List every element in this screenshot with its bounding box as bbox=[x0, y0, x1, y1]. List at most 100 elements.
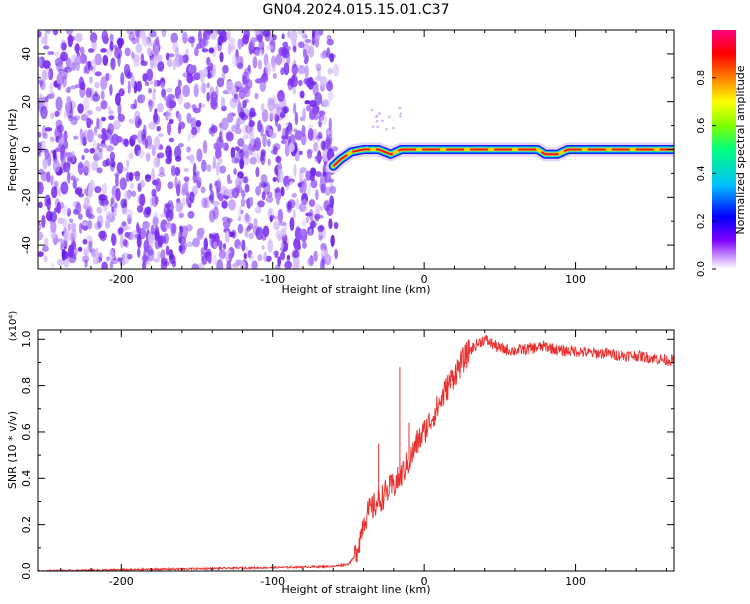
noise-blob bbox=[72, 180, 77, 189]
noise-blob bbox=[237, 205, 243, 219]
noise-blob bbox=[293, 102, 297, 115]
noise-blob bbox=[329, 53, 335, 63]
noise-blob bbox=[201, 48, 209, 53]
noise-blob bbox=[235, 176, 243, 188]
noise-blob bbox=[96, 142, 100, 150]
noise-blob bbox=[276, 106, 285, 121]
noise-blob bbox=[308, 123, 314, 129]
noise-blob bbox=[209, 182, 213, 192]
snr-xtick-label: -100 bbox=[260, 575, 285, 588]
noise-blob bbox=[288, 142, 295, 152]
noise-blob bbox=[303, 58, 309, 65]
noise-blob bbox=[261, 109, 269, 123]
noise-blob bbox=[315, 135, 324, 140]
noise-blob bbox=[201, 197, 208, 209]
noise-blob bbox=[222, 243, 227, 250]
noise-speck bbox=[387, 115, 391, 119]
noise-blob bbox=[57, 83, 62, 91]
noise-blob bbox=[291, 193, 297, 198]
noise-blob bbox=[120, 72, 125, 86]
noise-blob bbox=[74, 56, 82, 66]
noise-blob bbox=[206, 92, 211, 102]
noise-blob bbox=[42, 132, 48, 140]
noise-blob bbox=[271, 64, 276, 73]
noise-blob bbox=[118, 88, 125, 97]
noise-blob bbox=[321, 255, 326, 268]
noise-blob bbox=[88, 214, 95, 220]
noise-blob bbox=[264, 123, 270, 131]
noise-blob bbox=[186, 241, 194, 248]
noise-blob bbox=[192, 185, 199, 196]
noise-blob bbox=[306, 149, 313, 159]
noise-blob bbox=[262, 133, 267, 148]
snr-ylabel: SNR (10 * v/v) bbox=[6, 411, 19, 489]
noise-blob bbox=[40, 36, 47, 45]
noise-blob bbox=[237, 216, 242, 222]
noise-blob bbox=[54, 58, 59, 64]
noise-blob bbox=[203, 66, 208, 78]
noise-blob bbox=[261, 245, 265, 250]
noise-blob bbox=[68, 253, 77, 264]
noise-blob bbox=[333, 221, 339, 230]
noise-blob bbox=[326, 47, 331, 59]
noise-blob bbox=[161, 31, 166, 38]
noise-blob bbox=[148, 121, 156, 130]
noise-blob bbox=[126, 30, 135, 35]
noise-blob bbox=[211, 125, 218, 134]
noise-blob bbox=[318, 119, 322, 128]
noise-blob bbox=[257, 200, 265, 208]
noise-blob bbox=[172, 58, 176, 71]
noise-blob bbox=[165, 108, 173, 121]
noise-blob bbox=[146, 68, 154, 82]
noise-blob bbox=[243, 252, 247, 260]
noise-blob bbox=[153, 136, 161, 150]
noise-blob bbox=[153, 257, 160, 263]
noise-blob bbox=[40, 105, 48, 120]
noise-blob bbox=[294, 112, 299, 126]
noise-blob bbox=[167, 93, 176, 100]
noise-blob bbox=[170, 165, 176, 177]
noise-blob bbox=[240, 197, 246, 208]
noise-blob bbox=[146, 249, 154, 256]
noise-blob bbox=[88, 48, 94, 53]
noise-blob bbox=[160, 219, 168, 233]
noise-blob bbox=[70, 85, 77, 90]
noise-blob bbox=[57, 187, 62, 197]
noise-blob bbox=[241, 189, 246, 199]
noise-blob bbox=[166, 87, 173, 93]
noise-blob bbox=[237, 38, 243, 50]
noise-blob bbox=[232, 96, 240, 103]
snr-ytick-label: 0.6 bbox=[20, 423, 33, 441]
noise-blob bbox=[86, 129, 94, 143]
noise-blob bbox=[38, 142, 42, 155]
noise-blob bbox=[155, 36, 160, 46]
noise-blob bbox=[77, 192, 84, 198]
noise-blob bbox=[191, 127, 198, 136]
noise-blob bbox=[170, 32, 179, 44]
noise-blob bbox=[242, 74, 248, 85]
noise-blob bbox=[196, 176, 202, 189]
snr-ytick-label: 0.8 bbox=[20, 377, 33, 395]
noise-blob bbox=[63, 140, 69, 150]
noise-blob bbox=[94, 53, 103, 66]
noise-blob bbox=[260, 174, 268, 184]
noise-blob bbox=[286, 46, 291, 51]
noise-speck bbox=[378, 111, 381, 115]
noise-blob bbox=[177, 79, 182, 88]
noise-blob bbox=[208, 194, 213, 201]
noise-blob bbox=[109, 40, 114, 52]
spectrogram-ytick-label: 20 bbox=[20, 95, 33, 109]
noise-blob bbox=[216, 77, 225, 88]
noise-blob bbox=[109, 83, 113, 96]
noise-blob bbox=[286, 52, 291, 65]
noise-blob bbox=[128, 152, 134, 160]
noise-blob bbox=[212, 205, 219, 220]
noise-blob bbox=[287, 30, 291, 39]
noise-blob bbox=[83, 148, 90, 154]
colorbar-tick-label: 0.2 bbox=[696, 213, 707, 229]
noise-blob bbox=[261, 72, 269, 84]
noise-blob bbox=[287, 199, 296, 209]
noise-blob bbox=[223, 228, 231, 234]
